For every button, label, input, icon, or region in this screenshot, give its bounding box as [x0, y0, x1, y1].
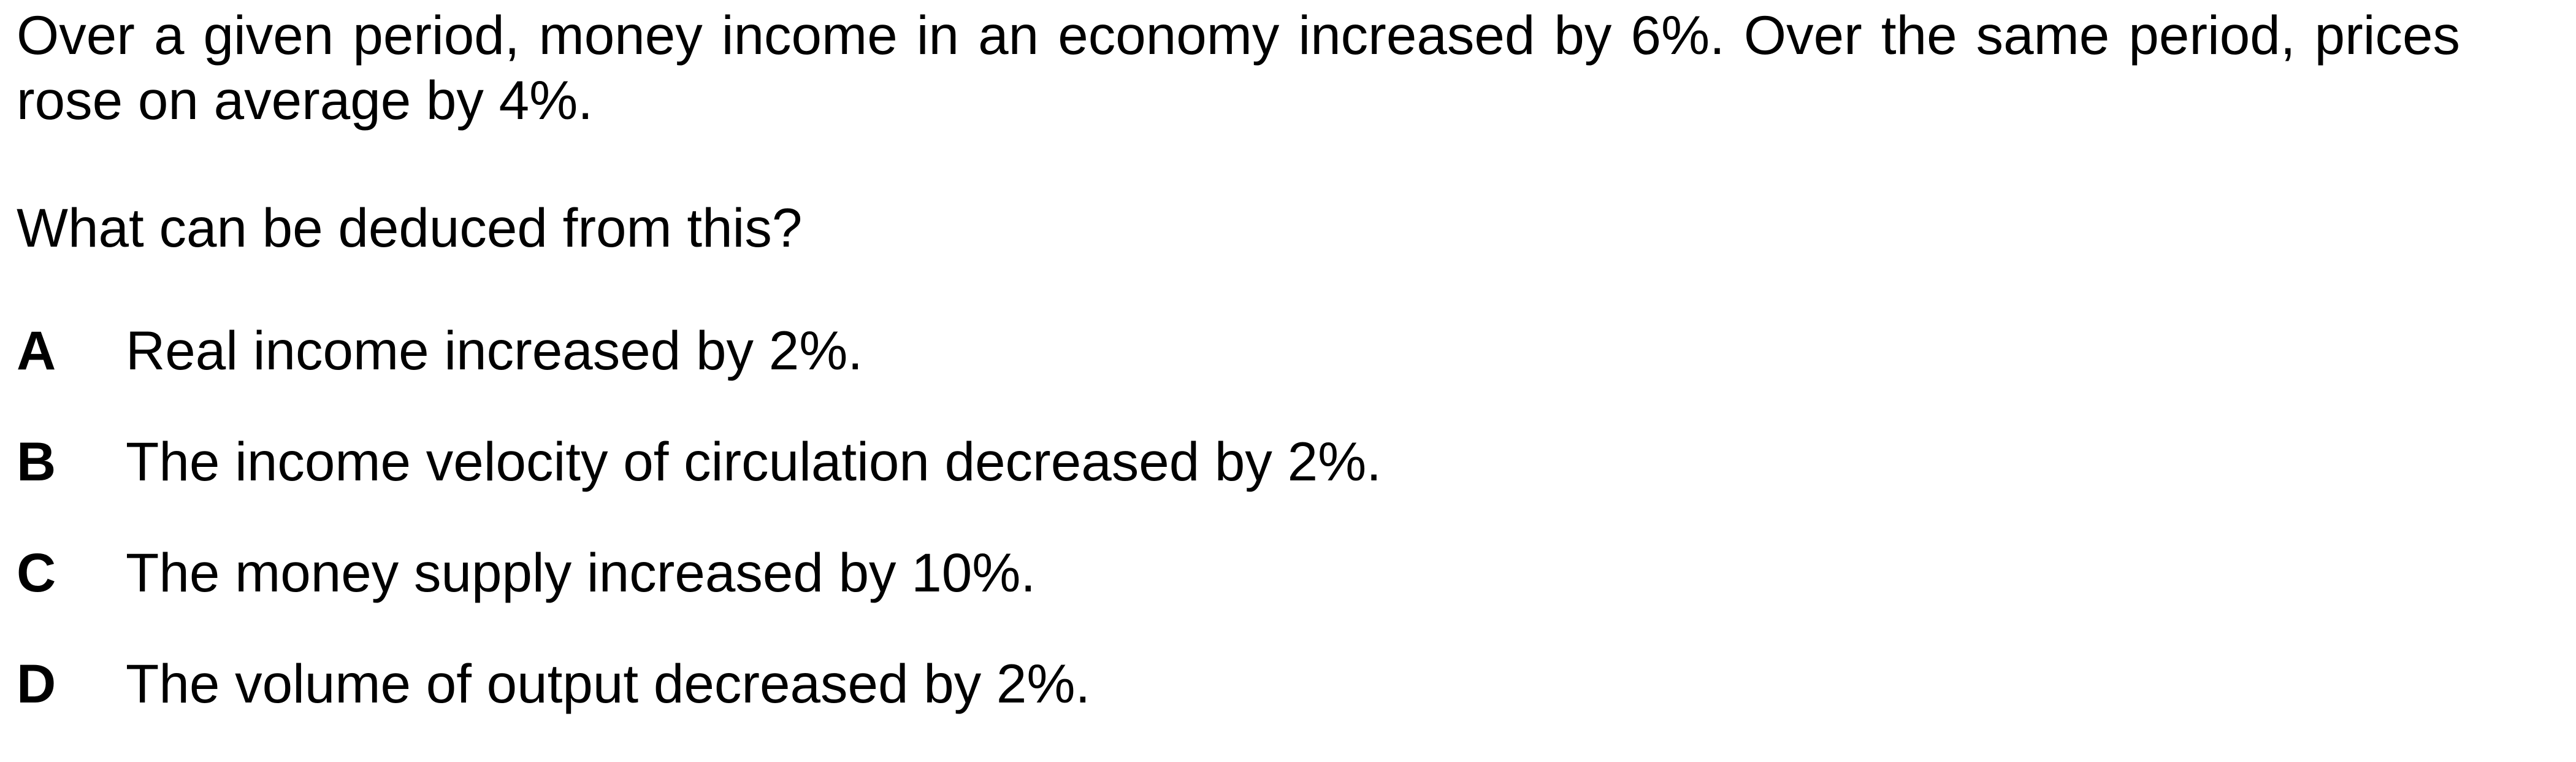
option-text: The volume of output decreased by 2%. — [126, 653, 1091, 714]
option-letter: C — [17, 542, 56, 603]
question-prompt: What can be deduced from this? — [17, 197, 803, 258]
answer-option-a[interactable]: A Real income increased by 2%. — [17, 318, 2531, 429]
option-text: Real income increased by 2%. — [126, 320, 863, 381]
answer-options-list: A Real income increased by 2%. B The inc… — [17, 318, 2531, 762]
option-text: The money supply increased by 10%. — [126, 542, 1036, 603]
option-text: The income velocity of circulation decre… — [126, 431, 1382, 492]
answer-option-b[interactable]: B The income velocity of circulation dec… — [17, 429, 2531, 540]
option-letter: D — [17, 653, 56, 714]
question-stem: Over a given period, money income in an … — [17, 4, 2460, 131]
answer-option-c[interactable]: C The money supply increased by 10%. — [17, 540, 2531, 651]
option-letter: B — [17, 431, 56, 492]
option-letter: A — [17, 320, 56, 381]
question-page: Over a given period, money income in an … — [17, 4, 2460, 714]
answer-option-d[interactable]: D The volume of output decreased by 2%. — [17, 651, 2531, 762]
